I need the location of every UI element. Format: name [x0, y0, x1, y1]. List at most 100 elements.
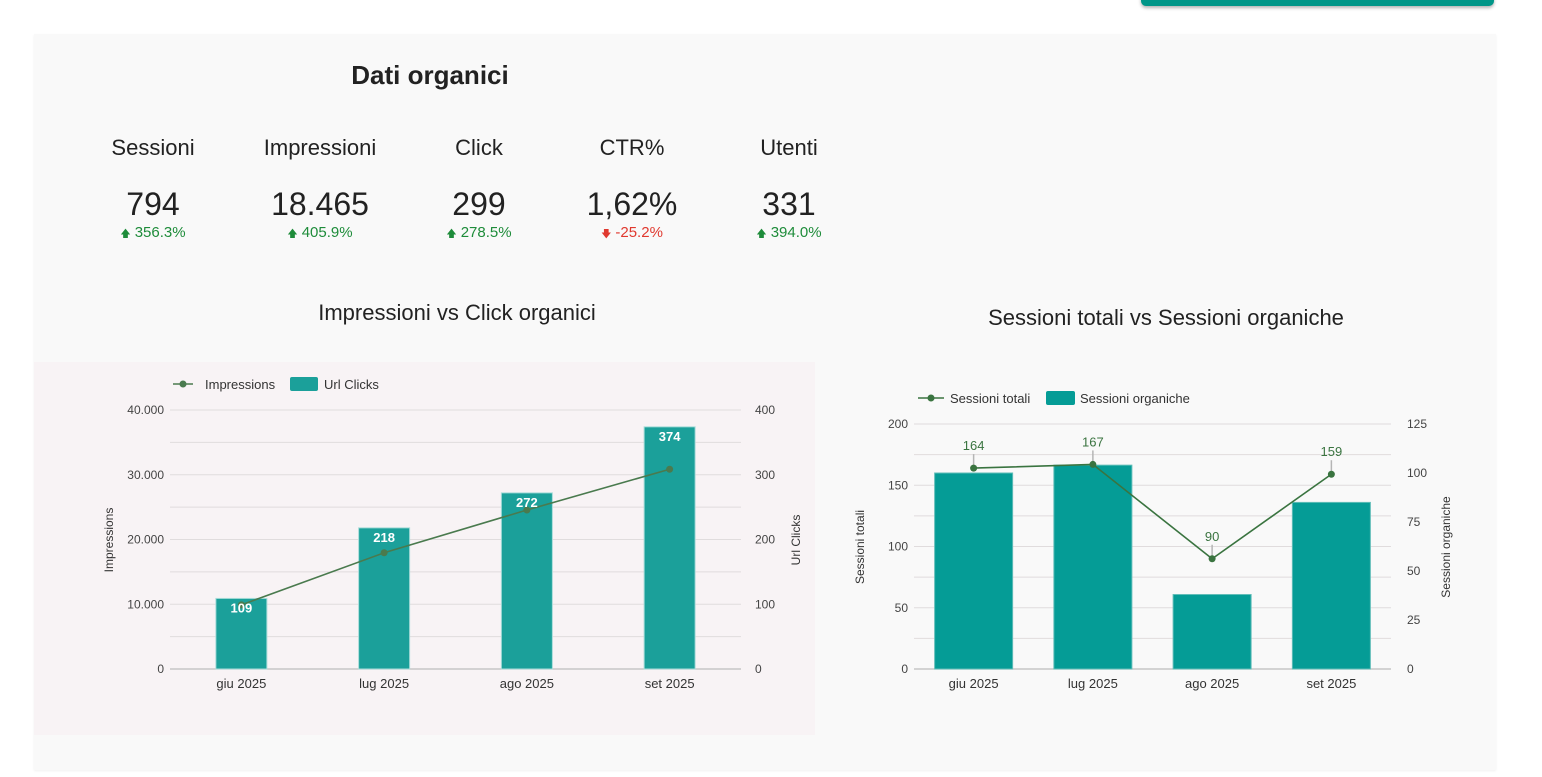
section-title: Dati organici — [351, 60, 509, 90]
x-tick-label: set 2025 — [1306, 676, 1356, 691]
line-point — [237, 601, 245, 609]
legend-bar-marker — [290, 377, 318, 391]
y2-tick-label: 0 — [1407, 662, 1414, 676]
kpi-delta: 🡇 -25.2% — [552, 224, 712, 244]
kpi-delta: 🡅 278.5% — [399, 224, 559, 244]
kpi-delta-value: -25.2% — [615, 224, 663, 241]
chart-background — [34, 362, 815, 735]
line-point — [523, 506, 531, 514]
bar-sessioni-organiche — [1053, 464, 1133, 670]
x-tick-label: set 2025 — [645, 676, 695, 691]
kpi-delta: 🡅 356.3% — [73, 224, 233, 244]
chart-title-sessions: Sessioni totali vs Sessioni organiche — [988, 305, 1344, 330]
x-tick-label: giu 2025 — [949, 676, 999, 691]
bar-url-clicks — [500, 492, 553, 670]
y2-tick-label: 100 — [755, 597, 775, 611]
line-data-label: 90 — [1205, 529, 1219, 544]
y2-tick-label: 75 — [1407, 515, 1421, 529]
arrow-up-icon: 🡅 — [446, 229, 457, 240]
y2-tick-label: 50 — [1407, 564, 1421, 578]
bar-url-clicks — [358, 527, 411, 670]
y2-tick-label: 0 — [755, 662, 762, 676]
kpi-label: CTR% — [599, 135, 665, 160]
line-data-label: 167 — [1082, 434, 1104, 449]
legend-label-url-clicks[interactable]: Url Clicks — [324, 377, 379, 392]
y-tick-label: 200 — [888, 417, 908, 431]
kpi-ctr: CTR% 1,62% 🡇 -25.2% — [552, 134, 712, 244]
bar-sessioni-organiche — [1172, 594, 1252, 670]
legend-point-marker — [927, 394, 935, 402]
line-point — [380, 549, 388, 557]
y-axis-label: Impressions — [102, 508, 116, 573]
y2-tick-label: 25 — [1407, 613, 1421, 627]
y2-tick-label: 400 — [755, 403, 775, 417]
chart-legend: Sessioni totali Sessioni organiche — [918, 391, 1190, 406]
arrow-down-icon: 🡇 — [601, 229, 612, 240]
x-tick-label: lug 2025 — [359, 676, 409, 691]
line-data-label: 159 — [1321, 444, 1343, 459]
x-tick-label: ago 2025 — [1185, 676, 1239, 691]
kpi-sessioni: Sessioni 794 🡅 356.3% — [73, 134, 233, 244]
line-point — [970, 464, 978, 472]
kpi-impressioni: Impressioni 18.465 🡅 405.9% — [240, 134, 400, 244]
y-tick-label: 10.000 — [127, 597, 164, 611]
bar-url-clicks — [215, 597, 268, 670]
bar-url-clicks — [643, 426, 696, 670]
x-tick-label: giu 2025 — [216, 676, 266, 691]
kpi-utenti: Utenti 331 🡅 394.0% — [709, 134, 869, 244]
y-tick-label: 0 — [901, 662, 908, 676]
line-sessioni-totali — [973, 463, 1332, 560]
y2-tick-label: 100 — [1407, 466, 1427, 480]
arrow-up-icon: 🡅 — [756, 229, 767, 240]
y-tick-label: 50 — [895, 601, 909, 615]
line-impressions — [241, 468, 670, 606]
y-tick-label: 150 — [888, 478, 908, 492]
legend-label-sessioni-totali[interactable]: Sessioni totali — [950, 391, 1030, 406]
y2-axis-label: Url Clicks — [789, 515, 803, 566]
legend-point-marker — [179, 380, 187, 388]
impressions-clicks-chart: 109 218 272 374 0 10.000 20.000 30.000 40.000 0 1… — [34, 362, 815, 735]
bar-sessioni-organiche — [1291, 501, 1371, 670]
kpi-value: 1,62% — [586, 186, 678, 222]
kpi-label: Utenti — [760, 135, 818, 160]
chart-legend: Impressions Url Clicks — [173, 377, 379, 392]
y-tick-label: 100 — [888, 540, 908, 554]
y-tick-label: 20.000 — [127, 533, 164, 547]
bar-data-label: 374 — [659, 429, 681, 444]
sessions-chart: 164 167 90 159 0 50 100 150 200 0 25 50 75 100 125 giu… — [853, 391, 1453, 691]
x-tick-label: ago 2025 — [500, 676, 554, 691]
line-data-label: 164 — [963, 438, 985, 453]
kpi-delta-value: 394.0% — [770, 224, 822, 241]
top-action-button[interactable] — [1141, 0, 1494, 6]
kpi-value: 794 — [126, 186, 180, 222]
bar-data-label: 218 — [373, 530, 395, 545]
kpi-click: Click 299 🡅 278.5% — [399, 134, 559, 244]
kpi-label: Click — [455, 135, 503, 160]
kpi-delta: 🡅 405.9% — [240, 224, 400, 244]
x-tick-label: lug 2025 — [1068, 676, 1118, 691]
y2-tick-label: 200 — [755, 533, 775, 547]
arrow-up-icon: 🡅 — [287, 229, 298, 240]
kpi-delta-value: 405.9% — [301, 224, 353, 241]
bar-data-label: 109 — [231, 600, 253, 615]
y2-tick-label: 300 — [755, 468, 775, 482]
y2-axis-label: Sessioni organiche — [1439, 496, 1453, 598]
kpi-value: 18.465 — [271, 186, 369, 222]
bar-sessioni-organiche — [934, 472, 1014, 670]
line-point — [666, 465, 674, 473]
kpi-label: Sessioni — [111, 135, 195, 160]
y2-tick-label: 125 — [1407, 417, 1427, 431]
kpi-label: Impressioni — [263, 135, 377, 160]
line-point — [1089, 460, 1097, 468]
y-tick-label: 0 — [157, 662, 164, 676]
bar-data-label: 272 — [516, 495, 538, 510]
legend-label-impressions[interactable]: Impressions — [205, 377, 276, 392]
legend-label-sessioni-organiche[interactable]: Sessioni organiche — [1080, 391, 1190, 406]
y-tick-label: 40.000 — [127, 403, 164, 417]
y-tick-label: 30.000 — [127, 468, 164, 482]
kpi-value: 299 — [452, 186, 506, 222]
kpi-delta: 🡅 394.0% — [709, 224, 869, 244]
kpi-delta-value: 278.5% — [460, 224, 512, 241]
chart-title-impressions-clicks: Impressioni vs Click organici — [318, 300, 596, 325]
kpi-value: 331 — [762, 186, 816, 222]
